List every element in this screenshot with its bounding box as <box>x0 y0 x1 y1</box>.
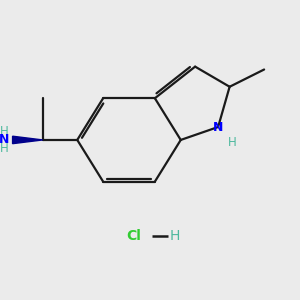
Text: H: H <box>228 136 237 148</box>
Polygon shape <box>13 136 43 144</box>
Text: Cl: Cl <box>126 229 141 243</box>
Text: H: H <box>170 229 180 243</box>
Text: H: H <box>0 142 9 155</box>
Text: H: H <box>0 125 9 138</box>
Text: N: N <box>213 121 223 134</box>
Text: N: N <box>0 134 10 146</box>
